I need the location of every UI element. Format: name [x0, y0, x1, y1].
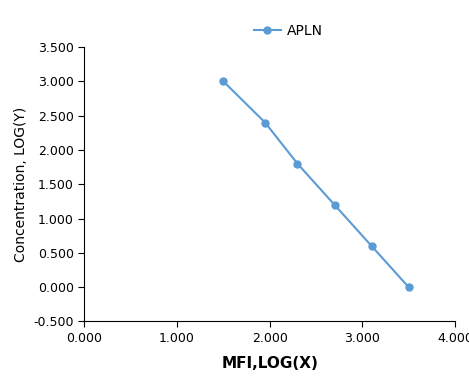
X-axis label: MFI,LOG(X): MFI,LOG(X)	[221, 356, 318, 371]
APLN	[262, 120, 268, 125]
APLN	[332, 202, 337, 207]
APLN	[295, 162, 300, 166]
APLN	[220, 79, 226, 84]
Y-axis label: Concentration, LOG(Y): Concentration, LOG(Y)	[14, 107, 28, 262]
APLN	[369, 243, 374, 249]
Line: APLN: APLN	[220, 78, 412, 290]
Legend: APLN: APLN	[248, 18, 328, 44]
APLN	[406, 285, 411, 289]
